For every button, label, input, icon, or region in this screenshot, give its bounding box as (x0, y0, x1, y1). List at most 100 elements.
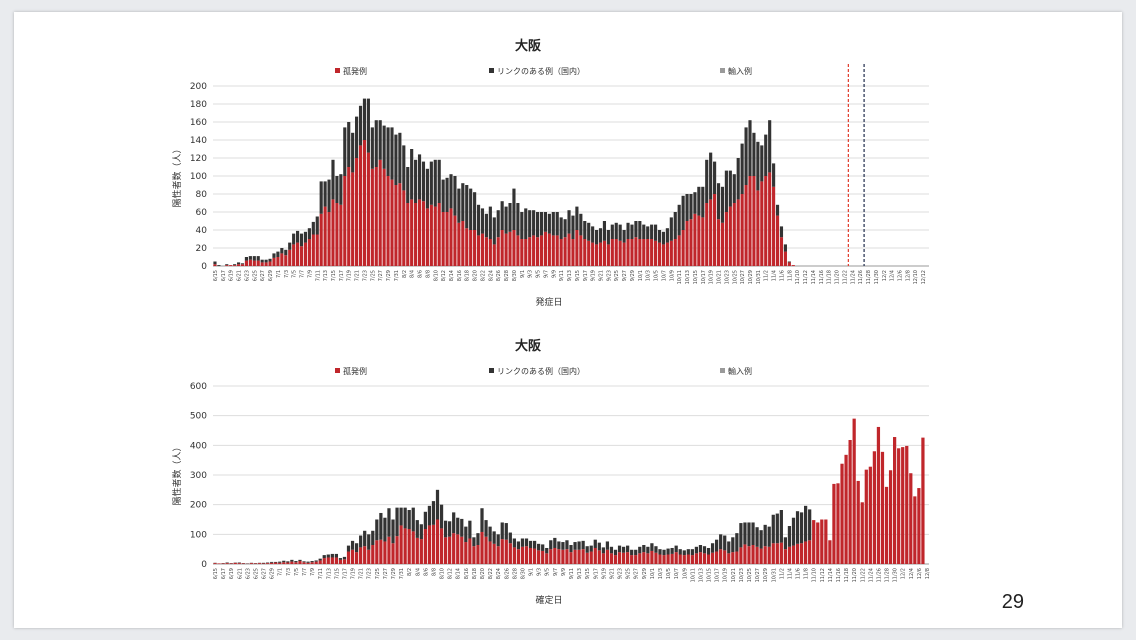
x-tick-label: 10/17 (715, 568, 721, 582)
x-tick-label: 8/8 (425, 270, 431, 278)
bar-sporadic (492, 244, 496, 266)
bar-sporadic (642, 552, 646, 564)
x-tick-label: 7/27 (383, 568, 389, 579)
bar-linked (772, 163, 776, 187)
x-tick-label: 7/7 (302, 568, 308, 576)
x-tick-label: 10/31 (756, 270, 762, 284)
bar-sporadic (435, 519, 440, 564)
x-tick-label: 11/10 (795, 270, 801, 284)
bar-linked (492, 531, 496, 544)
x-tick-label: 7/13 (323, 270, 329, 281)
bar-sporadic (437, 203, 441, 266)
bar-sporadic (270, 562, 274, 564)
x-tick-label: 10/9 (669, 270, 675, 281)
bar-linked (681, 195, 685, 230)
bar-sporadic (654, 552, 658, 564)
bar-sporadic (634, 237, 638, 266)
bar-sporadic (567, 233, 571, 266)
bar-sporadic (559, 239, 563, 266)
bar-sporadic (326, 557, 330, 564)
bar-linked (398, 132, 402, 184)
bar-linked (371, 530, 375, 546)
bar-sporadic (359, 547, 363, 564)
bar-sporadic (241, 563, 245, 564)
bar-linked (488, 526, 492, 542)
x-tick-label: 9/17 (583, 270, 589, 281)
bar-linked (355, 116, 359, 158)
legend-swatch-linked (489, 368, 494, 373)
bar-linked (617, 545, 622, 553)
y-tick-label: 0 (201, 262, 207, 272)
x-tick-label: 10/27 (755, 568, 761, 582)
bar-linked (411, 507, 415, 532)
bar-linked (492, 217, 496, 245)
bar-sporadic (689, 219, 693, 266)
bar-linked (379, 512, 383, 540)
bar-linked (634, 221, 638, 238)
bar-linked (768, 120, 772, 173)
bar-linked (799, 512, 804, 544)
bar-sporadic (772, 186, 776, 266)
bar-linked (359, 535, 363, 548)
bar-linked (559, 217, 563, 239)
x-tick-label: 6/17 (221, 568, 227, 579)
bar-sporadic (528, 547, 533, 564)
x-tick-label: 11/18 (827, 270, 833, 284)
legend-swatch-imported (720, 368, 725, 373)
x-tick-label: 10/3 (658, 568, 664, 579)
x-tick-label: 11/6 (796, 568, 802, 579)
bar-linked (307, 228, 311, 239)
bar-linked (314, 560, 318, 562)
bar-sporadic (480, 531, 484, 564)
bar-sporadic (248, 259, 252, 266)
bar-sporadic (731, 552, 735, 564)
bar-linked (783, 537, 788, 550)
bar-sporadic (417, 199, 422, 266)
bar-linked (500, 201, 504, 230)
x-tick-label: 11/4 (787, 568, 793, 579)
x-tick-label: 11/14 (811, 270, 817, 284)
y-tick-label: 160 (190, 118, 207, 128)
bar-sporadic (678, 554, 682, 564)
bar-sporadic (484, 237, 488, 266)
bar-linked (702, 546, 707, 554)
bar-sporadic (512, 547, 516, 564)
bar-linked (296, 230, 300, 243)
x-tick-label: 7/27 (378, 270, 384, 281)
bar-linked (346, 545, 351, 552)
x-tick-label: 11/16 (819, 270, 825, 284)
bar-sporadic (709, 199, 713, 266)
bar-sporadic (355, 158, 359, 266)
x-tick-label: 10/25 (732, 270, 738, 284)
bar-linked (427, 505, 432, 526)
bar-sporadic (581, 549, 585, 564)
x-tick-label: 10/25 (747, 568, 753, 582)
bar-sporadic (710, 552, 715, 564)
bar-sporadic (715, 551, 719, 564)
bar-linked (547, 213, 551, 234)
bar-sporadic (573, 549, 577, 564)
bar-sporadic (609, 553, 614, 564)
bar-linked (532, 210, 536, 236)
bar-linked (654, 224, 658, 241)
bar-sporadic (897, 448, 901, 564)
x-tick-label: 10/3 (646, 270, 652, 281)
bar-linked (787, 261, 791, 263)
x-tick-label: 9/15 (575, 270, 581, 281)
x-tick-label: 12/12 (921, 270, 927, 284)
bar-sporadic (276, 257, 280, 266)
bar-sporadic (429, 204, 433, 266)
x-tick-label: 11/6 (779, 270, 785, 281)
bar-sporadic (379, 539, 383, 564)
bar-linked (335, 176, 339, 203)
bar-linked (322, 555, 326, 559)
bar-linked (697, 186, 701, 216)
bar-sporadic (787, 546, 792, 564)
bar-sporadic (452, 533, 456, 564)
bar-linked (294, 561, 298, 563)
x-tick-label: 11/24 (868, 568, 874, 582)
bar-sporadic (736, 199, 740, 266)
x-tick-label: 8/24 (488, 270, 494, 281)
bar-sporadic (563, 237, 567, 266)
bar-sporadic (225, 265, 229, 266)
